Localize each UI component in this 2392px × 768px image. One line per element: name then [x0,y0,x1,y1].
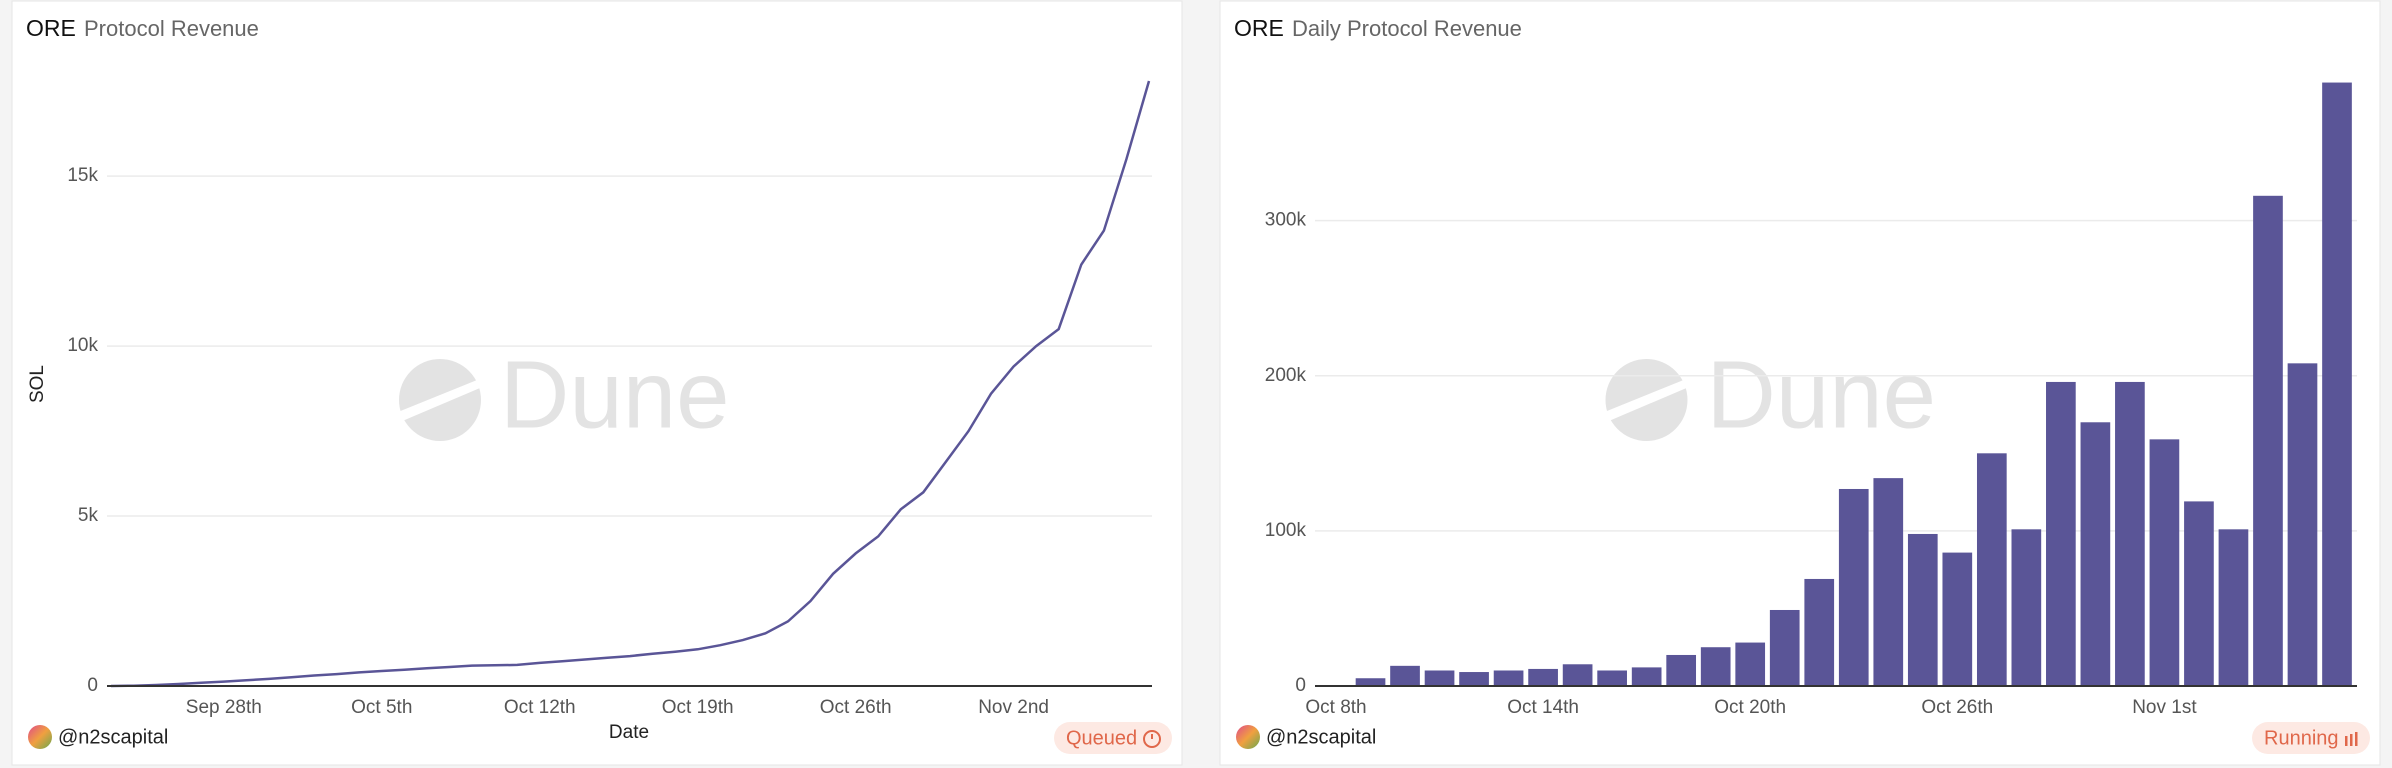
bar [2115,381,2145,686]
bar [2184,501,2214,686]
chart-title: Protocol Revenue [84,16,259,41]
bar [1942,552,1973,686]
x-tick-label: Oct 26th [1921,697,1993,718]
bar [1700,647,1731,686]
bar [1390,665,1420,686]
watermark-logo-stripe [1604,378,1689,422]
author[interactable]: @n2scapital [58,726,168,748]
x-tick-label: Nov 2nd [978,697,1049,718]
bar [1424,670,1455,686]
status: Running [2264,727,2339,749]
x-axis-label: Date [609,722,649,743]
bar [1493,670,1524,686]
y-tick-label: 15k [67,165,98,186]
bar [2011,529,2042,686]
status-icon [1143,730,1161,748]
x-tick-label: Oct 19th [662,697,734,718]
brand: ORE [1234,15,1284,41]
bar [1873,478,1904,686]
bar [1631,667,1662,686]
bar [1562,664,1593,686]
author-avatar [1236,725,1260,749]
x-tick-label: Sep 28th [186,697,262,718]
y-tick-label: 100k [1265,520,1307,541]
bar [2287,363,2318,686]
bar [1769,609,1800,686]
x-tick-label: Oct 12th [504,697,576,718]
y-axis-label: SOL [27,365,48,403]
bar [2253,195,2283,687]
x-tick-label: Oct 5th [351,697,412,718]
panel-background [11,0,1183,766]
y-tick-label: 300k [1265,210,1307,231]
x-tick-label: Oct 26th [820,697,892,718]
y-tick-label: 200k [1265,365,1307,386]
author[interactable]: @n2scapital [1266,726,1376,748]
status-icon [2350,734,2353,746]
status: Queued [1066,727,1137,749]
bar [1838,488,1869,686]
bar [2080,422,2111,686]
status-icon [2355,732,2358,746]
bar [1666,654,1697,686]
bar [1459,672,1489,686]
line [110,80,1151,688]
author-avatar [28,725,52,749]
brand: ORE [26,15,76,41]
y-tick-label: 0 [1295,675,1306,696]
y-tick-label: 10k [67,335,98,356]
status-icon [2345,736,2348,746]
bar [1907,533,1938,686]
x-tick-label: Nov 1st [2132,697,2197,718]
status-pill [1054,722,1172,754]
y-tick-label: 0 [87,675,98,696]
bar [1804,578,1835,686]
watermark: Dune [500,341,730,448]
x-tick-label: Oct 20th [1714,697,1786,718]
watermark-logo-stripe [398,378,482,422]
bar [1597,670,1627,686]
x-tick-label: Oct 14th [1507,697,1579,718]
bar [1976,453,2007,686]
panel: ORE Daily Protocol Revenue Dune 0 100k 200k 30… [1219,0,2381,766]
bar [2218,529,2249,686]
bar [1355,678,1386,686]
bar [2149,439,2180,686]
bar [1735,642,1766,686]
chart-title: Daily Protocol Revenue [1292,16,1522,41]
x-tick-label: Oct 8th [1305,697,1366,718]
bar [1528,668,1558,686]
watermark: Dune [1707,341,1937,448]
bar [2046,381,2076,686]
y-tick-label: 5k [78,505,99,526]
panel: ORE Protocol Revenue Dune 0 5k 10k 15k Sep 28th… [11,0,1183,766]
bar [2322,82,2352,687]
status-pill [2252,722,2370,754]
